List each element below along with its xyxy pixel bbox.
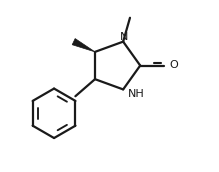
Text: NH: NH bbox=[127, 89, 144, 99]
Text: O: O bbox=[170, 60, 178, 70]
Text: N: N bbox=[120, 32, 128, 42]
Polygon shape bbox=[72, 39, 95, 52]
